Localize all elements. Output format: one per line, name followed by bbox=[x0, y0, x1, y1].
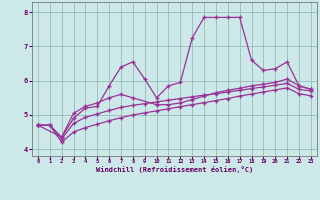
X-axis label: Windchill (Refroidissement éolien,°C): Windchill (Refroidissement éolien,°C) bbox=[96, 166, 253, 173]
